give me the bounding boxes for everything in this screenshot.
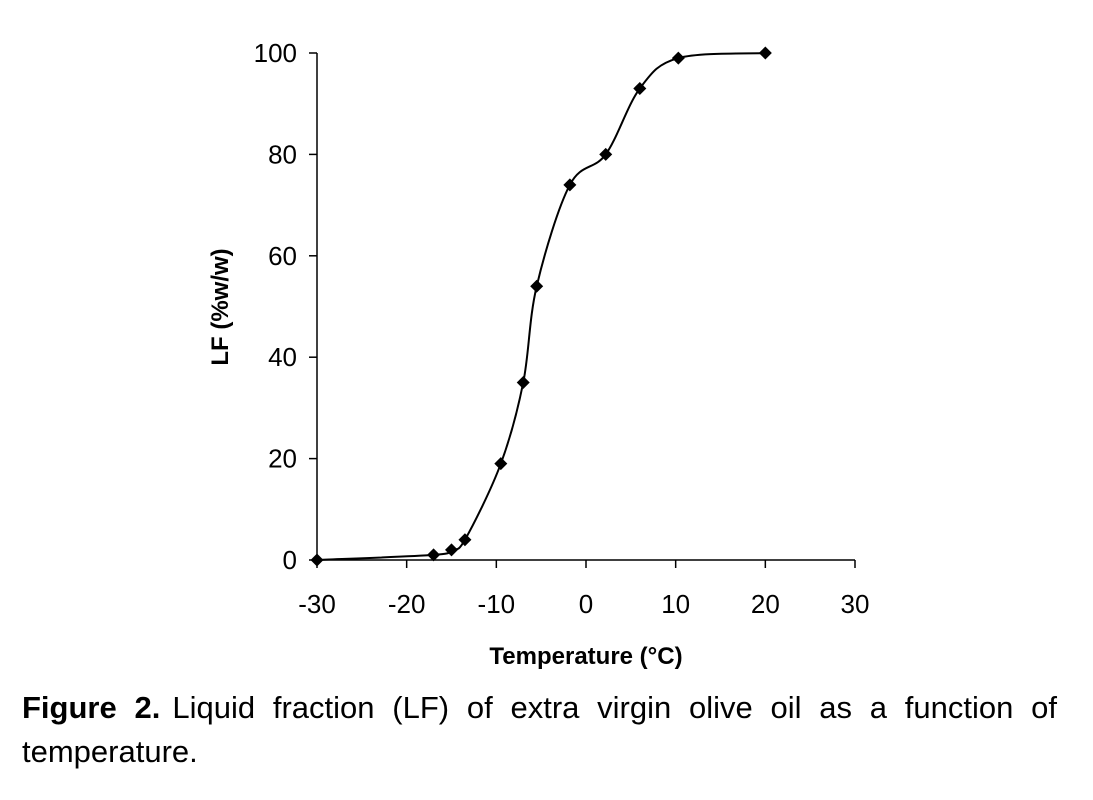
x-tick-label: -30 xyxy=(298,589,336,619)
data-points xyxy=(310,46,772,567)
axis-ticks xyxy=(309,52,856,568)
y-tick-label: 100 xyxy=(254,38,297,68)
x-tick-label: -20 xyxy=(388,589,426,619)
x-tick-label: 10 xyxy=(661,589,690,619)
y-tick-label: 40 xyxy=(268,342,297,372)
x-tick-label: -10 xyxy=(478,589,516,619)
figure-caption: Figure 2. Liquid fraction (LF) of extra v… xyxy=(22,686,1057,774)
figure-caption-text: Liquid fraction (LF) of extra virgin oli… xyxy=(22,690,1057,769)
x-axis-title: Temperature (°C) xyxy=(489,643,682,670)
y-tick-label: 60 xyxy=(268,241,297,271)
y-tick-label: 80 xyxy=(268,139,297,169)
tick-labels: -30 -20 -10 0 10 20 30 0 20 40 60 80 100 xyxy=(254,38,870,619)
data-point-marker xyxy=(599,147,613,161)
data-point-marker xyxy=(516,376,530,390)
series-line xyxy=(316,52,766,561)
axes xyxy=(316,53,855,561)
figure-label: Figure 2. xyxy=(22,690,161,725)
data-point-marker xyxy=(494,457,508,471)
y-tick-label: 0 xyxy=(283,545,297,575)
y-tick-label: 20 xyxy=(268,444,297,474)
x-tick-label: 30 xyxy=(841,589,870,619)
data-point-marker xyxy=(458,533,472,547)
data-point-marker xyxy=(758,46,772,60)
data-point-marker xyxy=(310,553,324,567)
data-point-marker xyxy=(633,81,647,95)
x-tick-label: 0 xyxy=(579,589,593,619)
data-point-marker xyxy=(427,548,441,562)
liquid-fraction-chart: -30 -20 -10 0 10 20 30 0 20 40 60 80 100 Temperature… xyxy=(207,38,870,670)
y-axis-title: LF (%w/w) xyxy=(207,248,234,365)
data-point-marker xyxy=(445,543,458,557)
x-tick-label: 20 xyxy=(751,589,780,619)
data-point-marker xyxy=(530,279,544,293)
data-point-marker xyxy=(563,178,577,192)
data-point-marker xyxy=(671,51,685,65)
